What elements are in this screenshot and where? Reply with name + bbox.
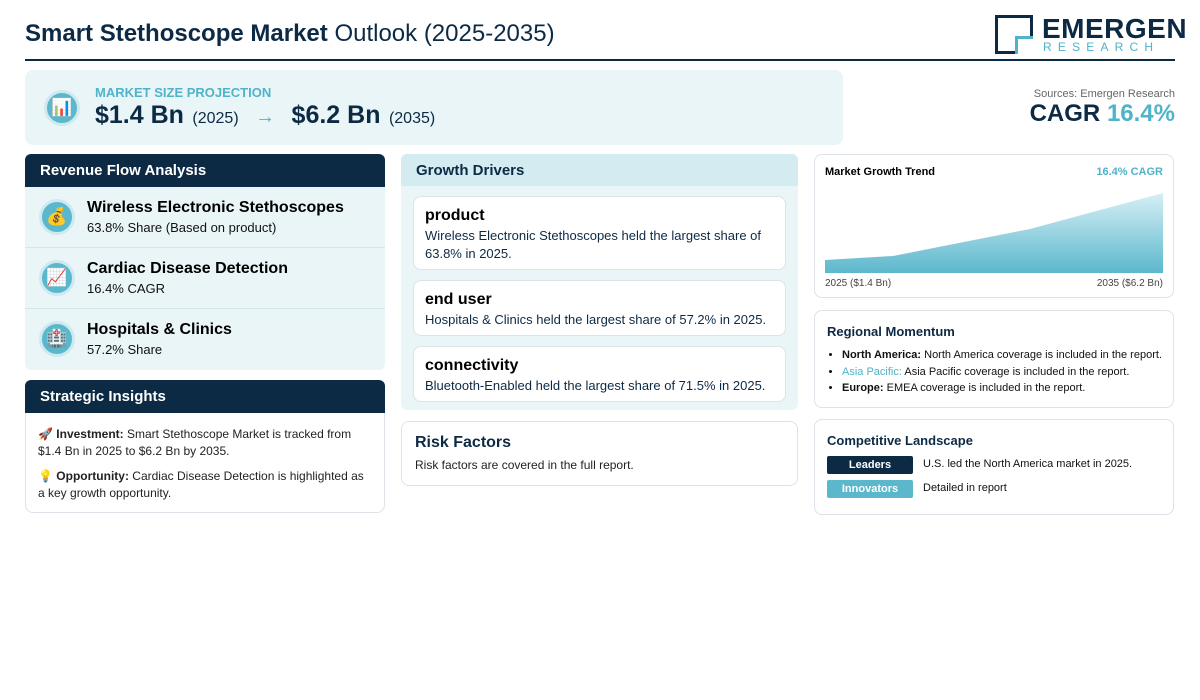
- tag-text: Detailed in report: [923, 482, 1007, 494]
- icon: 📊: [44, 90, 80, 126]
- tag: Innovators: [827, 480, 913, 498]
- region-text: North America coverage is included in th…: [924, 349, 1162, 361]
- header-rule: [25, 59, 1175, 61]
- driver-text: Wireless Electronic Stethoscopes held th…: [425, 228, 762, 261]
- item-detail: 63.8% Share (Based on product): [87, 220, 277, 235]
- trend-badge: 16.4% CAGR: [1096, 166, 1163, 178]
- region-name: Asia Pacific:: [842, 365, 902, 378]
- panel-title: Growth Drivers: [401, 154, 798, 186]
- driver-card: end user Hospitals & Clinics held the lar…: [413, 280, 786, 336]
- region-text: Asia Pacific coverage is included in the…: [904, 365, 1130, 378]
- trend-panel: Market Growth Trend 16.4% CAGR 2025 ($1.…: [814, 154, 1174, 298]
- insight: 🚀 Investment: Smart Stethoscope Market i…: [38, 426, 373, 460]
- start-value: $1.4 Bn: [95, 101, 184, 129]
- icon: 🏥: [39, 321, 75, 357]
- insight-text: Cardiac Disease Detection is highlighted…: [38, 469, 364, 500]
- region-text: EMEA coverage is included in the report.: [886, 382, 1086, 394]
- trend-title: Market Growth Trend: [825, 166, 936, 178]
- driver-text: Bluetooth-Enabled held the largest share…: [425, 378, 766, 393]
- icon: 💰: [39, 199, 75, 235]
- logo-mark: [995, 15, 1033, 54]
- insights-panel: Strategic Insights 🚀 Investment: Smart S…: [25, 380, 385, 513]
- panel-title: Risk Factors: [415, 434, 512, 451]
- icon: 💡: [38, 469, 53, 483]
- region-item: North America: North America coverage is…: [842, 347, 1173, 364]
- regional-panel: Regional Momentum North America: North A…: [814, 310, 1174, 408]
- item-name: Wireless Electronic Stethoscopes: [87, 199, 344, 216]
- revenue-item: 💰 Wireless Electronic Stethoscopes 63.8% S…: [25, 187, 385, 248]
- driver-heading: product: [425, 207, 485, 224]
- cagr-value: 16.4%: [1106, 100, 1175, 127]
- cagr-label: CAGR: [1029, 100, 1101, 127]
- projection-box: 📊 MARKET SIZE PROJECTION $1.4 Bn (2025) …: [25, 70, 843, 145]
- trend-area: [825, 193, 1163, 273]
- driver-card: product Wireless Electronic Stethoscopes …: [413, 196, 786, 270]
- icon: 📈: [39, 260, 75, 296]
- tag-text: U.S. led the North America market in 202…: [923, 458, 1133, 470]
- end-year: (2035): [388, 110, 436, 127]
- insight: 💡 Opportunity: Cardiac Disease Detection…: [38, 468, 373, 502]
- driver-text: Hospitals & Clinics held the largest sha…: [425, 312, 767, 327]
- region-item: Asia Pacific: Asia Pacific coverage is i…: [842, 364, 1173, 381]
- trend-end: 2035 ($6.2 Bn): [1096, 278, 1163, 289]
- title: Smart Stethoscope Market Outlook (2025-2…: [25, 20, 555, 48]
- driver-heading: connectivity: [425, 357, 519, 374]
- logo-main: EMERGEN: [1042, 13, 1188, 44]
- logo-inner: [1015, 36, 1033, 54]
- projection-values: $1.4 Bn (2025) → $6.2 Bn (2035): [95, 101, 435, 130]
- region-name: North America:: [842, 349, 922, 361]
- panel-title: Regional Momentum: [827, 324, 955, 339]
- item-detail: 16.4% CAGR: [87, 281, 166, 296]
- drivers-panel: Growth Drivers product Wireless Electroni…: [401, 154, 798, 410]
- icon: 🚀: [38, 427, 53, 441]
- item-name: Cardiac Disease Detection: [87, 260, 288, 277]
- area: [825, 193, 1163, 273]
- regional-list: North America: North America coverage is…: [815, 347, 1173, 397]
- end-value: $6.2 Bn: [291, 101, 381, 129]
- title-rest: Outlook (2025-2035): [334, 20, 555, 47]
- insight-label: Investment:: [56, 427, 124, 441]
- risk-panel: Risk Factors Risk factors are covered in…: [401, 421, 798, 486]
- driver-card: connectivity Bluetooth-Enabled held the l…: [413, 346, 786, 402]
- revenue-list: 💰 Wireless Electronic Stethoscopes 63.8% S…: [25, 187, 385, 370]
- competitive-panel: Competitive Landscape Leaders U.S. led t…: [814, 419, 1174, 515]
- item-detail: 57.2% Share: [87, 342, 163, 357]
- panel-title: Strategic Insights: [25, 380, 385, 413]
- region-name: Europe:: [842, 382, 884, 394]
- logo-sub: RESEARCH: [1043, 40, 1160, 54]
- revenue-item: 🏥 Hospitals & Clinics 57.2% Share: [25, 309, 385, 370]
- revenue-item: 📈 Cardiac Disease Detection 16.4% CAGR: [25, 248, 385, 309]
- driver-heading: end user: [425, 291, 492, 308]
- region-item: Europe: EMEA coverage is included in the…: [842, 380, 1173, 397]
- sources: Sources: Emergen Research: [1033, 88, 1175, 100]
- panel-title: Revenue Flow Analysis: [25, 154, 385, 187]
- start-year: (2025): [192, 110, 239, 127]
- trend-start: 2025 ($1.4 Bn): [825, 278, 892, 289]
- cagr: CAGR 16.4%: [1030, 100, 1175, 128]
- insight-text: Smart Stethoscope Market is tracked from…: [38, 427, 352, 458]
- panel-title: Competitive Landscape: [827, 433, 973, 448]
- item-name: Hospitals & Clinics: [87, 321, 232, 338]
- insight-label: Opportunity:: [56, 469, 129, 483]
- risk-text: Risk factors are covered in the full rep…: [415, 458, 634, 472]
- arrow: →: [255, 106, 276, 128]
- tag: Leaders: [827, 456, 913, 474]
- projection-label: MARKET SIZE PROJECTION: [95, 85, 272, 100]
- title-bold: Smart Stethoscope Market: [25, 20, 328, 47]
